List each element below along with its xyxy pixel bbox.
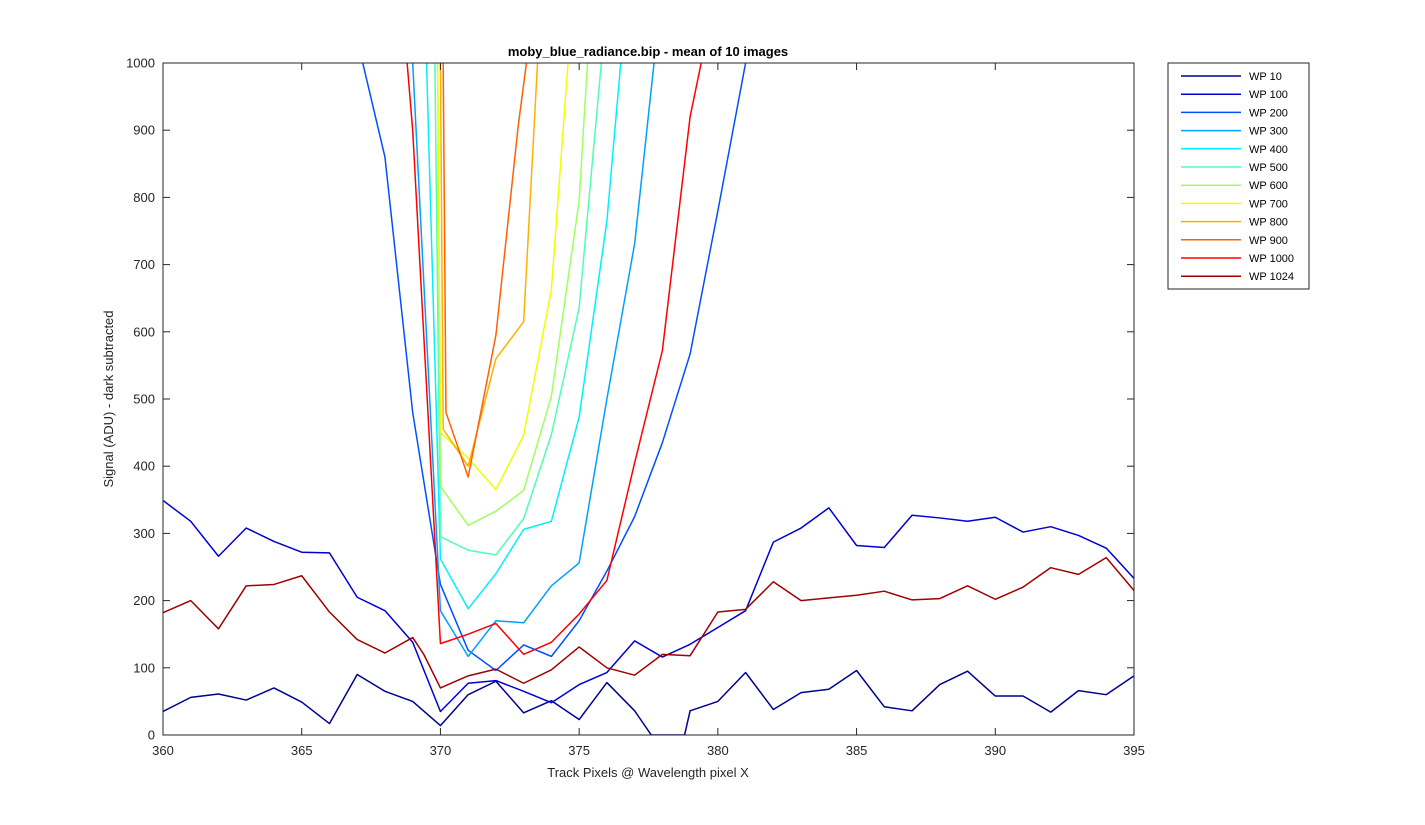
x-axis-label: Track Pixels @ Wavelength pixel X (547, 765, 749, 780)
series-line-wp-900 (442, 63, 528, 478)
legend-label: WP 1024 (1249, 271, 1294, 283)
legend-label: WP 900 (1249, 235, 1288, 247)
y-tick-label: 600 (133, 324, 155, 339)
axes-ticks: 360 365 370 375 380 385 390 395 0 100 200 300 400 500… (126, 56, 1145, 759)
x-tick-label: 390 (984, 743, 1006, 758)
legend-label: WP 1000 (1249, 253, 1294, 265)
series-line-wp-800 (439, 63, 539, 467)
legend-label: WP 200 (1249, 107, 1288, 119)
y-tick-label: 400 (133, 459, 155, 474)
series-layer (163, 63, 1134, 735)
x-tick-label: 360 (152, 743, 174, 758)
legend-label: WP 500 (1249, 162, 1288, 174)
legend-label: WP 10 (1249, 71, 1282, 83)
y-tick-label: 300 (133, 526, 155, 541)
series-line-wp-300 (411, 63, 655, 658)
y-tick-label: 100 (133, 660, 155, 675)
legend-label: WP 600 (1249, 180, 1288, 192)
series-line-wp-700 (436, 63, 569, 491)
series-line-wp-400 (425, 63, 622, 610)
series-line-wp-600 (436, 63, 589, 527)
x-tick-label: 395 (1123, 743, 1145, 758)
y-tick-label: 800 (133, 190, 155, 205)
x-tick-label: 375 (568, 743, 590, 758)
legend-box (1167, 62, 1310, 290)
series-line-wp-500 (434, 63, 603, 556)
chart-title: moby_blue_radiance.bip - mean of 10 imag… (508, 44, 788, 59)
legend-label: WP 300 (1249, 126, 1288, 138)
y-axis-label: Signal (ADU) - dark subtracted (101, 310, 116, 487)
y-tick-label: 200 (133, 593, 155, 608)
legend-label: WP 700 (1249, 198, 1288, 210)
legend-label: WP 400 (1249, 144, 1288, 156)
x-tick-label: 365 (291, 743, 313, 758)
plot-area (163, 63, 1134, 735)
y-tick-label: 0 (148, 728, 155, 743)
series-line-wp-200 (362, 63, 747, 672)
y-tick-label: 700 (133, 257, 155, 272)
x-tick-label: 370 (430, 743, 452, 758)
series-line-wp-1024 (163, 556, 1134, 689)
x-tick-label: 385 (846, 743, 868, 758)
y-tick-label: 500 (133, 392, 155, 407)
legend-label: WP 800 (1249, 217, 1288, 229)
series-line-wp-1000 (406, 63, 702, 656)
y-tick-label: 1000 (126, 56, 155, 71)
legend-label: WP 100 (1249, 89, 1288, 101)
series-line-wp-100 (163, 499, 1134, 713)
x-tick-label: 380 (707, 743, 729, 758)
legend: WP 10 WP 100 WP 200 WP 300 WP 400 WP 500 WP 60… (1167, 62, 1310, 290)
series-line-wp-10 (163, 669, 1134, 735)
y-tick-label: 900 (133, 123, 155, 138)
plot-frame (162, 62, 1135, 736)
